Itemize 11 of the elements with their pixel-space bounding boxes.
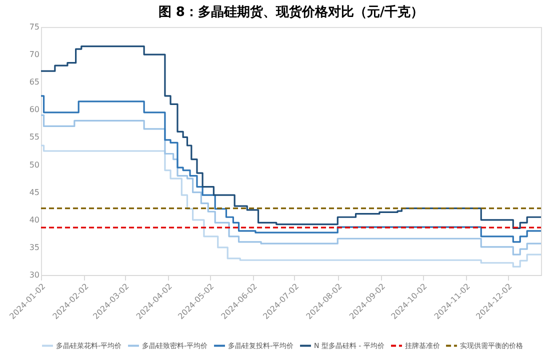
y-tick-label: 45 [29, 188, 40, 197]
chart-title: 图 8：多晶硅期货、现货价格对比（元/千克） [158, 4, 424, 20]
y-tick-label: 50 [29, 160, 40, 170]
y-tick-label: 40 [29, 215, 40, 224]
y-tick-label: 75 [29, 22, 40, 32]
y-tick-label: 65 [29, 78, 40, 87]
y-tick-label: 35 [29, 242, 40, 252]
y-tick-label: 30 [29, 270, 40, 280]
y-tick-label: 55 [29, 132, 40, 142]
y-tick-label: 70 [29, 50, 40, 60]
y-tick-label: 60 [29, 105, 40, 114]
